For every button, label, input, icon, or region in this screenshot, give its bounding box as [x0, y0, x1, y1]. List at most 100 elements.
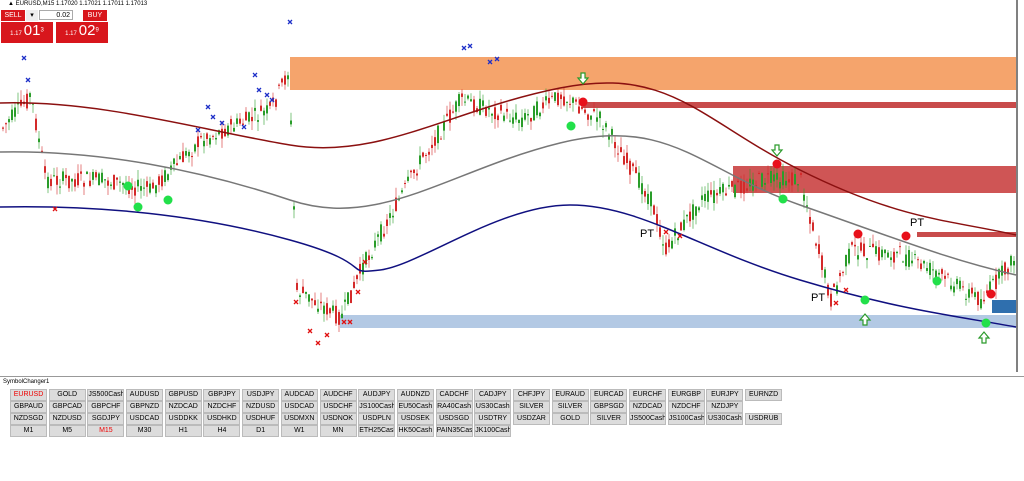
candle-body [1013, 260, 1015, 266]
sell-button[interactable]: SELL [1, 10, 25, 21]
candle-body [101, 172, 103, 183]
symbol-button[interactable]: GBPCAD [48, 401, 86, 413]
candle-body [869, 245, 871, 247]
symbol-button[interactable]: US30Cash [474, 401, 512, 413]
symbol-button[interactable]: NZDCHF [667, 401, 705, 413]
symbol-button[interactable]: SILVER [512, 401, 550, 413]
candle-body [617, 153, 619, 155]
candle-body [995, 274, 997, 290]
symbol-button[interactable]: USDZAR [512, 413, 550, 425]
symbol-button[interactable]: USDCAD [126, 413, 164, 425]
timeframe-button[interactable]: M15 [87, 425, 125, 437]
buy-price[interactable]: 1.17 029 [56, 22, 108, 43]
symbol-button[interactable]: JS500Cash [87, 389, 125, 401]
candle-body [425, 154, 427, 156]
symbol-button[interactable]: SGDJPY [87, 413, 125, 425]
symbol-button[interactable]: NZDUSD [242, 401, 280, 413]
timeframe-button[interactable]: H1 [164, 425, 202, 437]
candle-body [227, 125, 229, 136]
fractal-mark [241, 124, 247, 130]
candle-body [305, 291, 307, 294]
symbol-button[interactable]: USDCAD [280, 401, 318, 413]
lot-dropdown[interactable]: ▾ [26, 10, 38, 21]
candle-body [347, 292, 349, 304]
symbol-button[interactable]: GBPSGD [590, 401, 628, 413]
symbol-button[interactable]: AUDCHF [319, 389, 357, 401]
symbol-button[interactable]: JS100Cash [667, 413, 705, 425]
symbol-button[interactable]: USDCHF [319, 401, 357, 413]
symbol-button[interactable]: SILVER [590, 413, 628, 425]
symbol-button[interactable]: USDJPY [242, 389, 280, 401]
timeframe-button[interactable]: PAIN35Cash [435, 425, 473, 437]
candle-body [167, 174, 169, 181]
symbol-button[interactable]: SILVER [551, 401, 589, 413]
symbol-button[interactable]: EU50Cash [396, 401, 434, 413]
fractal-mark [219, 120, 225, 126]
symbol-button[interactable]: USDSEK [396, 413, 434, 425]
symbol-button[interactable]: JS100Cash [358, 401, 396, 413]
symbol-button[interactable]: NZDSGD [10, 413, 47, 425]
candle-body [410, 170, 412, 173]
timeframe-button[interactable]: D1 [242, 425, 280, 437]
symbol-button[interactable]: EURCAD [590, 389, 628, 401]
symbol-button[interactable]: EURNZD [745, 389, 783, 401]
symbol-changer: SymbolChanger1 EURUSD GOLD JS500Cash AUDUSD… [0, 376, 1024, 481]
symbol-button[interactable]: NZDCAD [629, 401, 666, 413]
timeframe-button[interactable]: M30 [126, 425, 164, 437]
timeframe-button[interactable]: HK50Cash [396, 425, 434, 437]
symbol-button[interactable]: AUDNZD [396, 389, 434, 401]
symbol-button[interactable]: EURAUD [551, 389, 589, 401]
timeframe-button[interactable]: JK100Cash [474, 425, 512, 437]
sell-price[interactable]: 1.17 013 [1, 22, 53, 43]
timeframe-button[interactable]: ETH25Cash [358, 425, 396, 437]
buy-button[interactable]: BUY [83, 10, 107, 21]
symbol-button[interactable]: GOLD [48, 389, 86, 401]
symbol-button[interactable]: GBPUSD [164, 389, 202, 401]
symbol-button[interactable]: GBPCHF [87, 401, 125, 413]
symbol-button[interactable]: AUDJPY [358, 389, 396, 401]
symbol-button[interactable]: USDHKD [203, 413, 241, 425]
fractal-mark [210, 114, 216, 120]
candle-body [278, 84, 280, 86]
candle-body [707, 190, 709, 202]
symbol-button[interactable]: USDSGD [435, 413, 473, 425]
candle-body [359, 263, 361, 274]
symbol-button[interactable]: USDMXN [280, 413, 318, 425]
symbol-button[interactable]: USDHUF [242, 413, 280, 425]
timeframe-button[interactable]: H4 [203, 425, 241, 437]
timeframe-button[interactable]: W1 [280, 425, 318, 437]
symbol-button[interactable]: NZDJPY [706, 401, 744, 413]
candle-body [863, 243, 865, 257]
timeframe-button[interactable]: MN [319, 425, 357, 437]
symbol-button[interactable]: RA40Cash [435, 401, 473, 413]
symbol-button[interactable]: JS500Cash [629, 413, 666, 425]
symbol-button[interactable]: CHFJPY [512, 389, 550, 401]
symbol-button[interactable]: NZDCHF [203, 401, 241, 413]
symbol-button[interactable]: EURJPY [706, 389, 744, 401]
symbol-button[interactable]: GBPAUD [10, 401, 47, 413]
symbol-button[interactable]: USDTRY [474, 413, 512, 425]
symbol-button[interactable]: NZDCAD [164, 401, 202, 413]
symbol-button[interactable]: AUDUSD [126, 389, 164, 401]
symbol-button[interactable]: GBPJPY [203, 389, 241, 401]
symbol-button[interactable]: USDNOK [319, 413, 357, 425]
candle-body [728, 184, 730, 187]
symbol-button[interactable]: USDDKK [164, 413, 202, 425]
candle-body [65, 174, 67, 179]
candle-body [140, 186, 142, 191]
symbol-button[interactable]: CADCHF [435, 389, 473, 401]
symbol-button[interactable]: USDPLN [358, 413, 396, 425]
symbol-button[interactable]: EURGBP [667, 389, 705, 401]
lot-input[interactable]: 0.02 [39, 10, 73, 20]
symbol-button[interactable]: GBPNZD [126, 401, 164, 413]
symbol-button[interactable]: CADJPY [474, 389, 512, 401]
timeframe-button[interactable]: M5 [48, 425, 86, 437]
symbol-button[interactable]: EURUSD [10, 389, 47, 401]
symbol-button[interactable]: GOLD [551, 413, 589, 425]
symbol-button[interactable]: NZDUSD [48, 413, 86, 425]
timeframe-button[interactable]: M1 [10, 425, 47, 437]
symbol-button[interactable]: USDRUB [745, 413, 783, 425]
symbol-button[interactable]: EURCHF [629, 389, 666, 401]
symbol-button[interactable]: US30Cash [706, 413, 744, 425]
symbol-button[interactable]: AUDCAD [280, 389, 318, 401]
